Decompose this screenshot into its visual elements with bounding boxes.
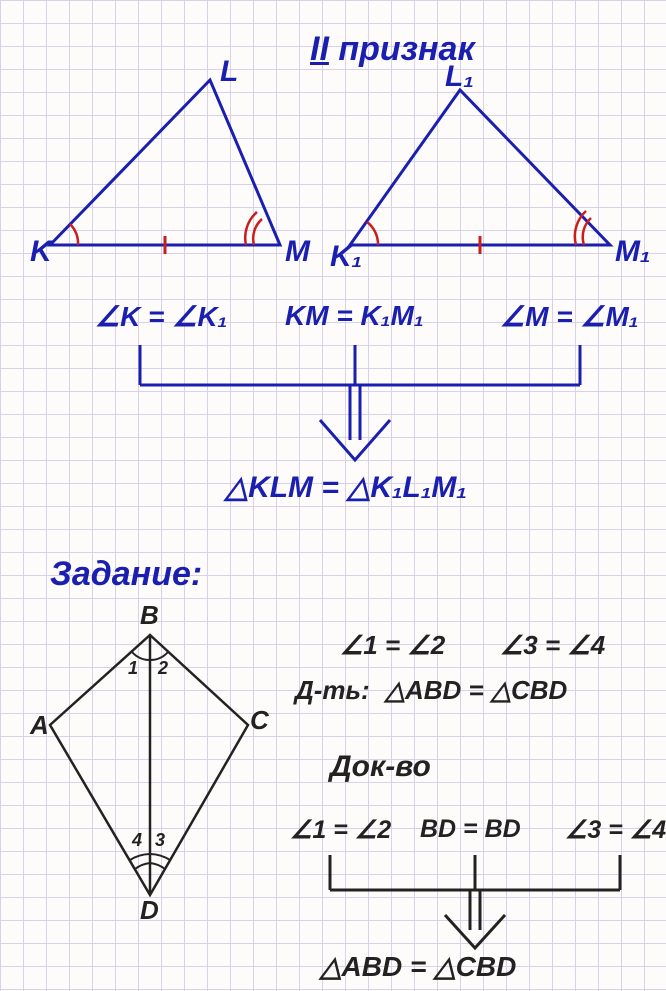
- label-m1: M₁: [615, 235, 651, 269]
- angle-1: 1: [128, 658, 138, 679]
- label-a: A: [30, 710, 49, 741]
- proof-label: Док-во: [330, 750, 431, 784]
- implication-bracket-bottom: [330, 855, 620, 948]
- angle-k-mark: [70, 224, 78, 245]
- label-l: L: [220, 55, 238, 89]
- triangle1-shape: [50, 80, 280, 245]
- label-k1: K₁: [330, 240, 362, 274]
- triangle-k1l1m1: [350, 90, 610, 254]
- label-c: C: [250, 705, 269, 736]
- proof-1: ∠1 = ∠2: [290, 815, 391, 845]
- angle-m-mark1: [253, 219, 262, 245]
- kite-abcd: [50, 635, 248, 895]
- task-heading: Задание:: [50, 555, 202, 594]
- label-b: B: [140, 600, 159, 631]
- cond-result: △KLM = △K₁L₁M₁: [225, 470, 467, 505]
- angle-2: 2: [158, 658, 168, 679]
- proof-result: △ABD = △CBD: [320, 950, 516, 983]
- prove-stmt: △ABD = △CBD: [385, 675, 567, 706]
- angle-3: 3: [155, 830, 165, 851]
- graph-paper: II признак: [0, 0, 666, 991]
- triangle-klm: [50, 80, 280, 254]
- label-m: M: [285, 235, 310, 269]
- angle-k1-mark: [367, 222, 378, 245]
- implication-bracket-top: [140, 345, 580, 460]
- angle-4: 4: [132, 830, 142, 851]
- label-l1: L₁: [445, 60, 474, 94]
- proof-3: ∠3 = ∠4: [565, 815, 666, 845]
- given-1: ∠1 = ∠2: [340, 630, 445, 661]
- prove-label: Д-ть:: [295, 675, 370, 706]
- triangle2-shape: [350, 90, 610, 245]
- label-d: D: [140, 895, 159, 926]
- cond-1: ∠K = ∠K₁: [95, 300, 227, 333]
- cond-3: ∠M = ∠M₁: [500, 300, 639, 333]
- label-k: K: [30, 235, 52, 269]
- cond-2: KM = K₁M₁: [285, 300, 424, 332]
- given-2: ∠3 = ∠4: [500, 630, 605, 661]
- proof-2: BD = BD: [420, 815, 521, 844]
